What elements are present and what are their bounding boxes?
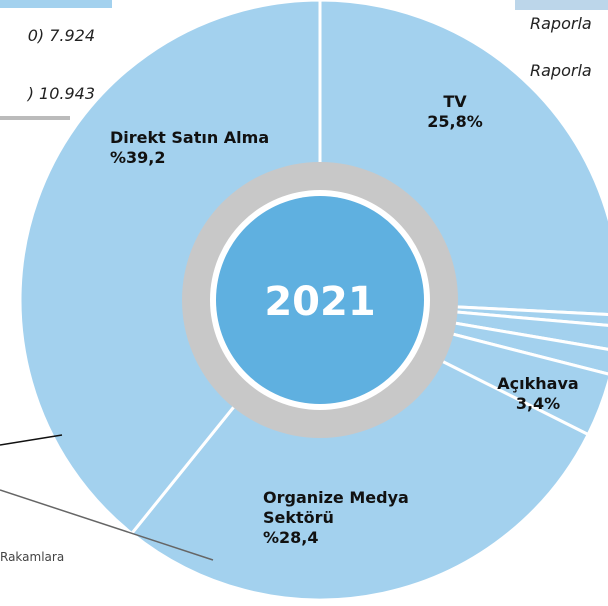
category: TV bbox=[443, 92, 467, 111]
center bbox=[216, 196, 424, 404]
box-header bbox=[0, 0, 112, 8]
value-label: 3,4% bbox=[515, 394, 561, 413]
category: Direkt Satın Alma bbox=[110, 128, 270, 147]
category: Organize Medya Sektörü bbox=[263, 488, 409, 527]
slice-label: Açıkhava 3,4% bbox=[478, 374, 598, 414]
value-label: 25,8% bbox=[427, 112, 483, 131]
connector bbox=[0, 489, 214, 561]
center-label: 2021 bbox=[264, 279, 375, 325]
slice bbox=[129, 298, 591, 602]
annotation: Rakamlara bbox=[0, 550, 65, 564]
slice-label: TV 25,8% bbox=[395, 92, 515, 132]
box-header bbox=[515, 0, 608, 10]
slice bbox=[18, 0, 322, 536]
annotation: Raporla bbox=[530, 61, 592, 80]
annotation: Raporla bbox=[530, 14, 592, 33]
annotation: ) 10.943 bbox=[27, 84, 95, 103]
category: Açıkhava bbox=[497, 374, 579, 393]
annotation: 0) 7.924 bbox=[27, 26, 95, 45]
value-label: %39,2 bbox=[110, 148, 166, 167]
slice-label: Organize Medya Sektörü %28,4 bbox=[263, 488, 428, 548]
connector bbox=[0, 434, 63, 446]
slice bbox=[319, 298, 608, 351]
slice-label: Direkt Satın Alma %39,2 bbox=[110, 128, 310, 168]
value-label: %28,4 bbox=[263, 528, 319, 547]
